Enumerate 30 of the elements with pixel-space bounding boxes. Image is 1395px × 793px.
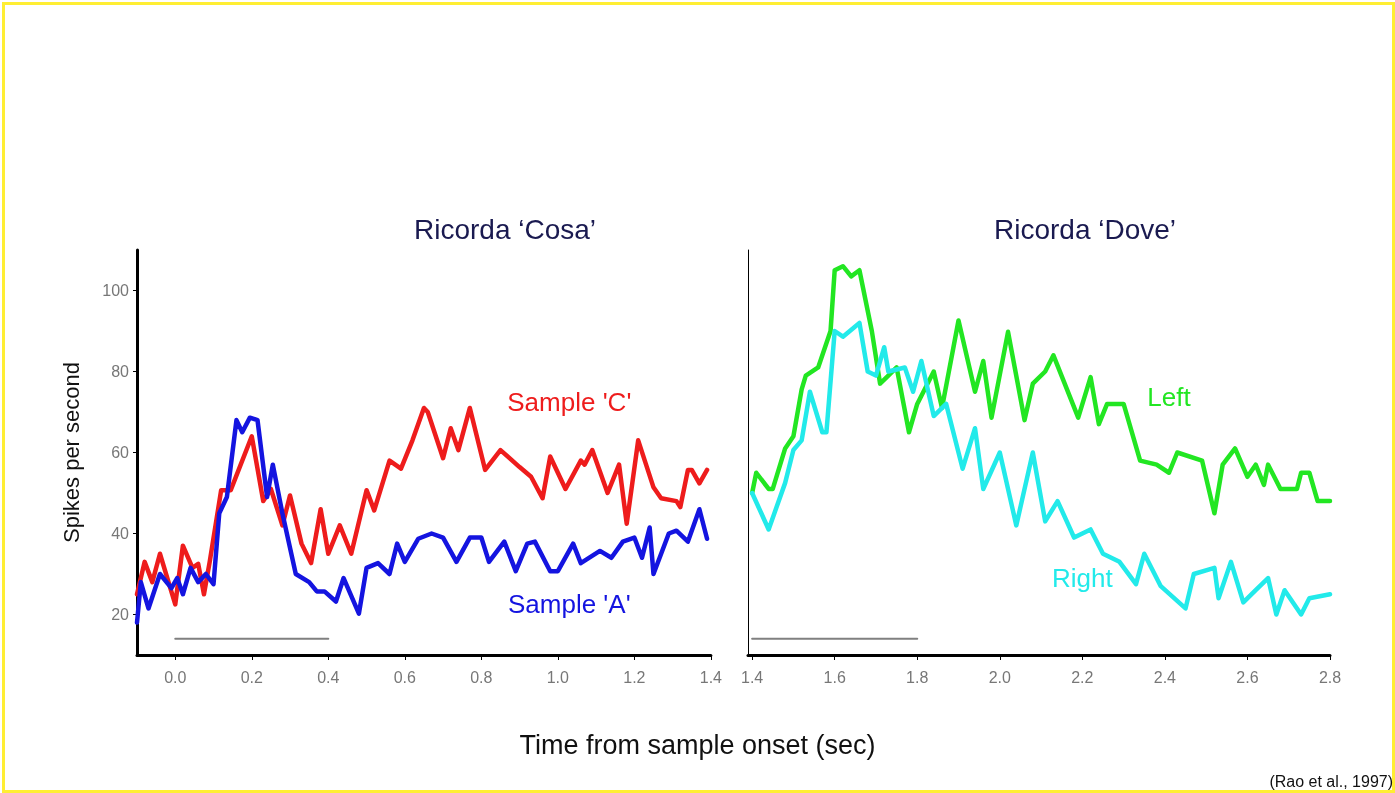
y-tick-label: 100 — [102, 282, 130, 299]
x-tick-label: 2.6 — [1236, 668, 1259, 686]
x-tick-label: 0.0 — [164, 668, 187, 686]
y-tick-label: 20 — [111, 606, 130, 623]
y-axis-title: Spikes per second — [58, 362, 84, 543]
x-tick-label: 0.2 — [240, 668, 263, 686]
chart-title: Ricorda ‘Cosa’ — [413, 213, 597, 245]
x-tick-label: 2.4 — [1153, 668, 1177, 686]
series-label: Right — [1051, 563, 1114, 594]
x-tick-label: 0.4 — [317, 668, 340, 686]
x-tick-label: 1.0 — [546, 668, 570, 686]
x-tick-label: 1.6 — [823, 668, 846, 686]
series-label: Sample 'A' — [507, 588, 631, 619]
x-tick-label: 1.8 — [906, 668, 929, 686]
text: (Rao et al., 1997) — [1269, 773, 1393, 791]
chart-title: Ricorda ‘Dove’ — [993, 213, 1177, 245]
x-tick-label: 0.6 — [393, 668, 417, 686]
x-tick-label: 2.2 — [1071, 668, 1094, 686]
x-axis-title: Time from sample onset (sec) — [518, 730, 877, 761]
y-tick-label: 80 — [111, 363, 130, 380]
series-label: Left — [1147, 382, 1192, 413]
x-tick-label: 1.2 — [623, 668, 646, 686]
x-tick-label: 1.4 — [741, 668, 764, 686]
y-tick-label: 40 — [111, 525, 130, 542]
x-tick-label: 2.0 — [988, 668, 1012, 686]
x-tick-label: 0.8 — [470, 668, 493, 686]
x-tick-label: 2.8 — [1318, 668, 1342, 686]
series-label: Sample 'C' — [507, 387, 632, 418]
x-tick-label: 1.4 — [699, 668, 723, 686]
y-tick-label: 60 — [111, 444, 130, 461]
